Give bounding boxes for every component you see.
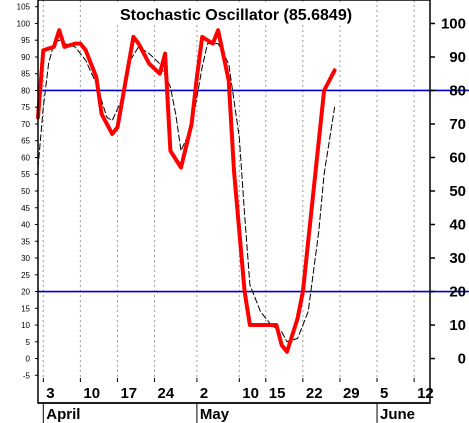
x-tick-label-2: 17 [120, 385, 137, 402]
x-tick-label-0: 3 [46, 385, 54, 402]
grid-layer [42, 0, 415, 382]
left-tick-label-75: 75 [21, 103, 30, 112]
right-tick-label-30: 30 [449, 250, 466, 267]
month-label-may: May [200, 406, 230, 423]
x-tick-label-7: 22 [306, 385, 323, 402]
left-tick-label-30: 30 [21, 254, 30, 263]
x-tick-label-8: 29 [343, 385, 360, 402]
left-tick-label-20: 20 [21, 288, 30, 297]
left-tick-label-105: 105 [17, 3, 31, 12]
left-tick-label-85: 85 [21, 70, 30, 79]
left-tick-label-95: 95 [21, 36, 30, 45]
x-tick-label-4: 2 [200, 385, 208, 402]
left-tick-label-0: 0 [26, 355, 31, 364]
month-label-june: June [380, 406, 415, 423]
right-tick-label-70: 70 [449, 116, 466, 133]
month-label-april: April [46, 406, 80, 423]
x-tick-label-6: 15 [269, 385, 286, 402]
left-tick-label-40: 40 [21, 221, 30, 230]
reference-lines [38, 89, 469, 293]
left-tick-label-10: 10 [21, 321, 30, 330]
right-tick-label-40: 40 [449, 217, 466, 234]
left-tick-label-35: 35 [21, 237, 30, 246]
x-tick-label-10: 12 [417, 385, 434, 402]
x-tick-label-3: 24 [158, 385, 175, 402]
left-tick-label-65: 65 [21, 137, 30, 146]
left-axis: -5 0 5 10 15 20 25 30 35 40 45 50 55 60 65 70 75 80 85 90 95… [17, 3, 38, 380]
left-tick-label-70: 70 [21, 120, 30, 129]
right-tick-label-80: 80 [449, 82, 466, 99]
stochastic-k-line [36, 28, 337, 354]
x-tick-label-9: 5 [380, 385, 388, 402]
left-tick-label-100: 100 [17, 19, 31, 28]
chart-title: Stochastic Oscillator (85.6849) [120, 7, 352, 24]
x-axis: 3 10 17 24 2 10 15 22 29 5 12 [42, 378, 434, 402]
left-tick-label-50: 50 [21, 187, 30, 196]
left-tick-label-90: 90 [21, 53, 30, 62]
right-tick-label-20: 20 [449, 284, 466, 301]
left-tick-label-5: 5 [26, 338, 31, 347]
series-layer [36, 28, 337, 354]
month-axis: April May June [42, 403, 415, 423]
right-tick-label-10: 10 [449, 317, 466, 334]
left-tick-label-80: 80 [21, 86, 30, 95]
left-tick-label--5: -5 [23, 371, 31, 380]
left-tick-label-15: 15 [21, 304, 30, 313]
right-tick-label-100: 100 [441, 15, 466, 32]
title-backdrop [98, 2, 374, 24]
right-tick-label-0: 0 [458, 351, 466, 368]
left-tick-label-55: 55 [21, 170, 30, 179]
right-tick-label-60: 60 [449, 149, 466, 166]
stochastic-d-line [37, 39, 336, 343]
right-axis: 0 10 20 30 40 50 60 70 80 90 100 [430, 15, 466, 368]
right-tick-label-90: 90 [449, 49, 466, 66]
x-tick-label-1: 10 [83, 385, 100, 402]
left-tick-label-60: 60 [21, 153, 30, 162]
x-tick-label-5: 10 [242, 385, 259, 402]
right-tick-label-50: 50 [449, 183, 466, 200]
left-tick-label-25: 25 [21, 271, 30, 280]
left-tick-label-45: 45 [21, 204, 30, 213]
